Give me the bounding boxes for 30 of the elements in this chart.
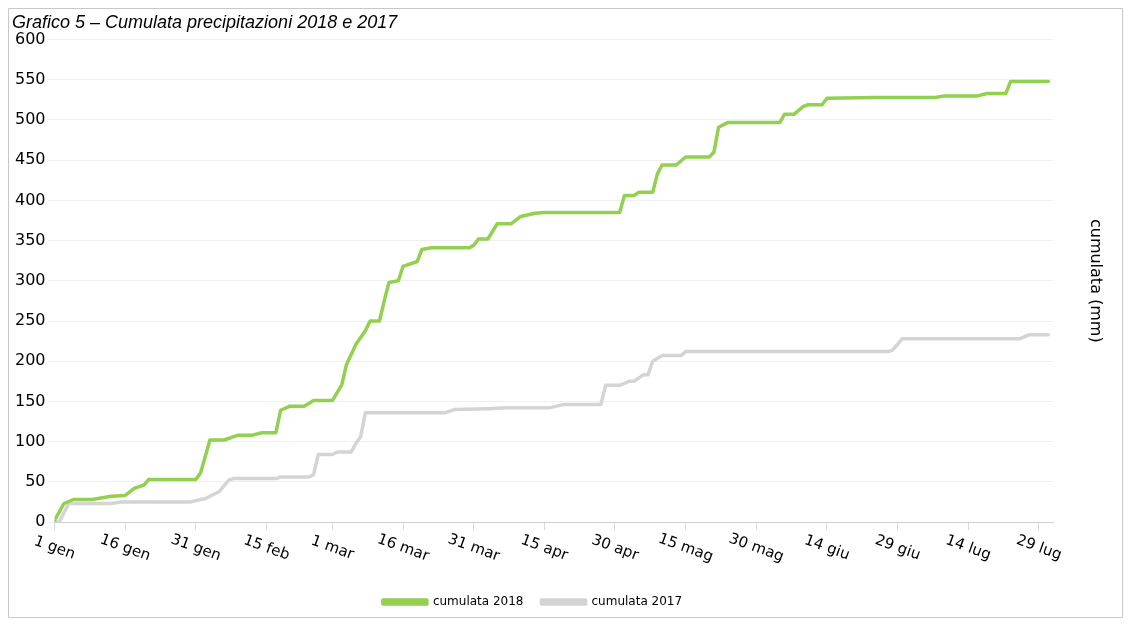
x-tick-label: 30 mag xyxy=(726,528,787,566)
y-tick-label: 250 xyxy=(14,310,46,330)
x-tick-label: 30 apr xyxy=(589,530,643,565)
y-tick-label: 450 xyxy=(14,149,46,169)
y-tick-label: 0 xyxy=(35,511,46,531)
x-tick-label: 1 gen xyxy=(31,531,78,563)
x-tick-label: 16 mar xyxy=(375,529,433,565)
y-tick-label: 50 xyxy=(25,470,46,490)
y-tick-label: 350 xyxy=(14,229,46,249)
x-tick-label: 29 lug xyxy=(1014,530,1065,564)
x-tick-label: 15 feb xyxy=(241,530,293,564)
x-tick-label: 16 gen xyxy=(98,529,154,565)
x-tick-label: 1 mar xyxy=(308,530,358,564)
x-tick-label: 14 lug xyxy=(943,530,994,564)
x-tick-label: 14 giu xyxy=(802,530,853,564)
y-tick-label: 200 xyxy=(14,350,46,370)
x-tick-label: 31 mar xyxy=(445,529,504,565)
y-tick-label: 100 xyxy=(14,430,46,450)
x-tick-label: 29 giu xyxy=(872,530,924,564)
y-axis-title: cumulata (mm) xyxy=(1086,218,1106,343)
y-tick-label: 150 xyxy=(14,390,46,410)
y-tick-label: 400 xyxy=(14,189,46,209)
legend-label: cumulata 2017 xyxy=(591,594,683,609)
y-tick-label: 500 xyxy=(14,109,46,129)
x-tick-label: 15 mag xyxy=(656,528,716,566)
y-tick-label: 550 xyxy=(14,68,46,88)
x-tick-label: 15 apr xyxy=(518,530,572,565)
x-tick-label: 31 gen xyxy=(168,529,224,565)
legend-label: cumulata 2018 xyxy=(432,594,524,609)
y-tick-label: 300 xyxy=(14,269,46,289)
